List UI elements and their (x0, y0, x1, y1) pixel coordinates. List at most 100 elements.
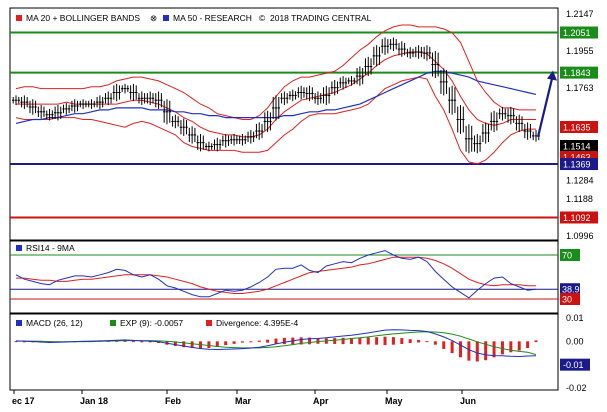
divergence-bar (450, 341, 454, 354)
divergence-bar (282, 337, 286, 345)
x-tick-label: Apr (313, 396, 329, 406)
legend-copyright: 2018 TRADING CENTRAL (270, 13, 372, 23)
price-y-tick: 1.1763 (566, 83, 594, 93)
macd-panel: 0.01 0.00 -0.02 -0.01 MACD (26, 12) EXP (9… (9, 313, 590, 393)
rsi-tag-upper: 70 (562, 251, 572, 261)
divergence-bar (123, 340, 127, 342)
forecast-arrow (536, 70, 557, 138)
x-tick-label: Jan 18 (80, 396, 108, 406)
rsi-legend-swatch (16, 245, 22, 251)
divergence-bar (274, 338, 278, 344)
divergence-bar (500, 341, 504, 355)
legend-ma20-icon: ⊗ (150, 13, 157, 23)
level-tag-bg-last (560, 140, 598, 152)
x-tick-label: Mar (235, 396, 252, 406)
divergence-bar (417, 339, 421, 343)
copyright-icon: © (259, 13, 266, 23)
rsi-series (15, 250, 537, 299)
legend-ma20-swatch (16, 15, 22, 21)
divergence-bar (207, 341, 211, 349)
price-y-tick: 1.1955 (566, 46, 594, 56)
macd-line (15, 329, 537, 358)
rsi-levels (10, 254, 558, 300)
x-axis: ec 17 Jan 18 Feb Mar Apr May Jun (12, 390, 476, 406)
divergence-bar (366, 337, 370, 345)
rsi-panel: 70 38.930 RSI14 - 9MA (9, 240, 580, 314)
div-legend-swatch (206, 320, 212, 326)
legend-ma50-label: MA 50 - RESEARCH (173, 13, 252, 23)
divergence-bar (190, 341, 194, 349)
divergence-bar (459, 341, 463, 358)
divergence-bar (249, 341, 253, 343)
macd-y-tick: -0.02 (566, 383, 587, 393)
forecast-arrow-head (547, 70, 557, 81)
divergence-bar (475, 341, 479, 362)
legend-ma50-swatch (163, 15, 169, 21)
divergence-bar (333, 338, 337, 344)
level-tag-resistance: 1.1843 (563, 68, 591, 78)
price-levels (10, 31, 558, 219)
divergence-bar (492, 341, 496, 358)
divergence-bar (526, 341, 530, 349)
divergence-bar (299, 337, 303, 345)
divergence-bar (383, 336, 387, 346)
level-tag-bg-stop (560, 211, 598, 224)
divergence-bar (358, 337, 362, 345)
rsi-ma-line (16, 256, 536, 294)
divergence-bar (240, 341, 244, 343)
divergence-bar (425, 341, 429, 343)
divergence-bar (257, 340, 261, 342)
rsi-level-tags: 70 38.930 (560, 249, 580, 305)
divergence-bar (400, 338, 404, 344)
divergence-bar (375, 337, 379, 345)
price-y-tick: 1.0996 (566, 231, 594, 241)
forecast-arrow-shaft (536, 78, 554, 138)
divergence-bar (517, 341, 521, 351)
price-panel-frame (9, 7, 559, 241)
rsi-panel-frame (9, 240, 559, 314)
divergence-bar (182, 341, 186, 348)
divergence-bar (22, 341, 26, 343)
divergence-bar (408, 339, 412, 344)
x-tick-label: ec 17 (12, 396, 35, 406)
macd-legend-label: MACD (26, 12) (26, 318, 83, 328)
divergence-bar (308, 337, 312, 345)
price-candles (12, 37, 540, 154)
x-tick-label: May (385, 396, 403, 406)
divergence-bar (316, 338, 320, 344)
rsi-line (15, 250, 537, 299)
divergence-bar (140, 341, 144, 343)
div-legend-label: Divergence: 4.395E-4 (216, 318, 298, 328)
macd-panel-frame (9, 313, 559, 391)
level-tag-stop: 1.1092 (563, 213, 591, 223)
macd-legend: MACD (26, 12) EXP (9): -0.0057 Divergenc… (16, 318, 298, 328)
divergence-bar (349, 338, 353, 344)
price-panel: 1.21471.19551.17631.15711.13791.12841.11… (9, 7, 598, 241)
level-tag-support: 1.1369 (563, 160, 591, 170)
x-tick-label: Jun (460, 396, 476, 406)
divergence-bar (341, 337, 345, 345)
level-tag-last: 1.1514 (563, 142, 591, 152)
rsi-tag-lower: 30 (562, 295, 572, 305)
rsi-tag-bg-upper (560, 249, 580, 261)
level-tag-bg-ma20 (560, 121, 598, 133)
price-y-tick: 1.2147 (566, 9, 594, 19)
x-tick-label: Feb (165, 396, 182, 406)
divergence-bar (484, 341, 488, 361)
level-tag-ma20: 1.1635 (563, 123, 591, 133)
divergence-bar (467, 341, 471, 361)
macd-series (15, 329, 537, 358)
divergence-bar (391, 337, 395, 345)
exp-legend-swatch (110, 320, 116, 326)
divergence-bar (131, 341, 135, 343)
divergence-bar (215, 341, 219, 347)
bollinger-lower-line (15, 76, 536, 165)
macd-legend-swatch (16, 320, 22, 326)
level-tag-bg-resistance (560, 66, 598, 79)
divergence-bar (433, 341, 437, 345)
rsi-tag-bg-lower (560, 293, 580, 305)
macd-y-ticks: 0.01 0.00 -0.02 (566, 313, 587, 393)
